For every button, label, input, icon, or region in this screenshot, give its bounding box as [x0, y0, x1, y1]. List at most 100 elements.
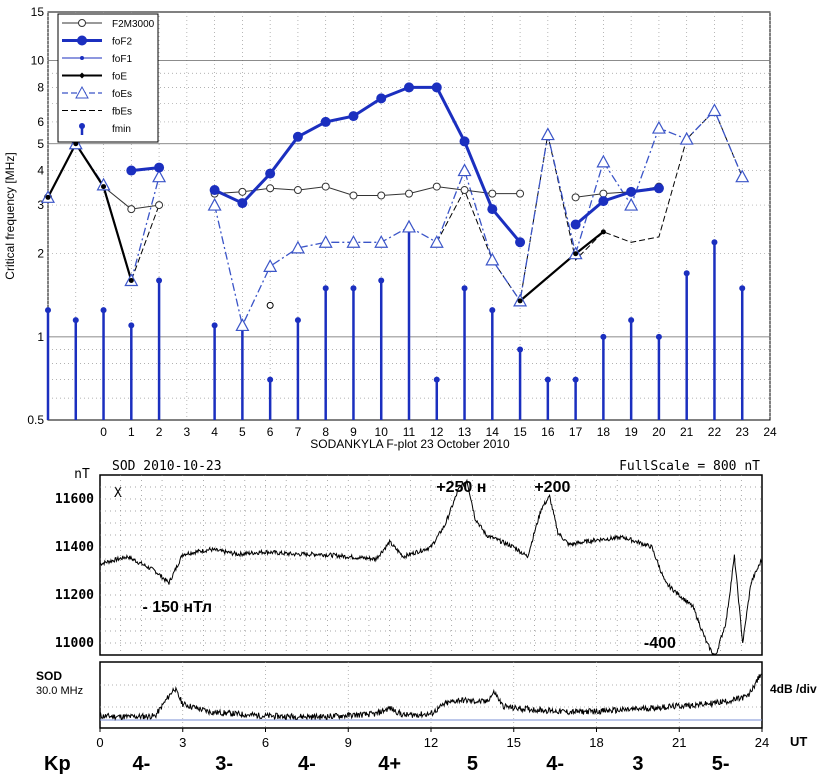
kp-label: Kp — [44, 753, 71, 775]
fmin-point — [156, 277, 163, 284]
fmin-point — [350, 285, 357, 292]
ut-axis: UT 0 3 6 9 12 15 18 21 24 — [96, 728, 807, 750]
ionosonde-x-tick: 8 — [322, 425, 329, 439]
magnetogram-component: X — [114, 486, 122, 501]
magnetogram-marks: +250 н +200 - 150 нТл -400 — [99, 478, 763, 655]
legend-label: foEs — [112, 89, 132, 100]
ut-tick-label: 18 — [589, 735, 603, 750]
ionosonde-legend: F2M3000 foF2 foF1 foE foEs fbEs fmin — [57, 13, 159, 143]
fmin-point — [711, 239, 718, 246]
foE-point — [600, 229, 606, 235]
kp-value: 3 — [632, 753, 643, 775]
ionosonde-x-tick: 16 — [541, 425, 555, 439]
fmin-point — [544, 376, 551, 383]
legend-marker — [75, 85, 89, 99]
ut-tick-label: 0 — [96, 735, 103, 750]
ut-axis-label: UT — [790, 734, 807, 749]
ionosonde-marks — [40, 82, 750, 420]
foEs-point — [263, 259, 278, 272]
foF2-point — [265, 168, 276, 179]
ionosonde-x-tick: 9 — [350, 425, 357, 439]
ut-tick-label: 21 — [672, 735, 686, 750]
kp-value: 4+ — [378, 753, 401, 775]
foE-point — [45, 194, 51, 200]
riometer-grid — [100, 662, 762, 728]
foE-point — [101, 184, 107, 190]
ionosonde-x-tick: 4 — [211, 425, 218, 439]
F2M3000-point — [405, 189, 413, 198]
magnetogram-y-tick: 11600 — [55, 492, 94, 507]
foEs-point — [485, 252, 500, 266]
foF2-point — [626, 186, 637, 197]
fmin-point — [128, 322, 135, 329]
legend-box — [57, 13, 159, 143]
fmin-point — [322, 285, 329, 292]
ut-tick-label: 6 — [262, 735, 269, 750]
riometer-trace — [99, 673, 762, 721]
legend-label: foF1 — [112, 54, 132, 65]
kp-value: 5- — [712, 753, 730, 775]
F2M3000-point — [349, 191, 358, 200]
ionosonde-y-tick: 4 — [37, 164, 44, 178]
legend-marker — [77, 35, 87, 46]
foF2-point — [653, 183, 664, 194]
foE-point — [128, 277, 134, 283]
ut-tick-label: 3 — [179, 735, 186, 750]
ionosonde-x-tick: 15 — [513, 425, 527, 439]
ionosonde-x-tick: 0 — [100, 425, 107, 439]
foEs-point — [540, 127, 555, 141]
foEs-point — [152, 169, 167, 183]
magnetogram-annotation: - 150 нТл — [142, 599, 212, 616]
foF2-point — [320, 116, 331, 127]
ionosonde-y-tick: 5 — [37, 137, 44, 151]
foF2-point — [348, 111, 359, 122]
foF2-point — [376, 93, 387, 104]
ut-tick-label: 9 — [345, 735, 352, 750]
F2M3000-point — [571, 193, 580, 202]
fbEs-line — [436, 109, 743, 303]
ionosonde-y-tick: 15 — [31, 5, 45, 19]
F2M3000-point — [599, 189, 608, 198]
legend-label: fbEs — [112, 107, 132, 118]
kp-value: 3- — [215, 753, 233, 775]
ionosonde-x-tick: 2 — [156, 425, 163, 439]
foF2-point — [209, 185, 220, 196]
ionosonde-y-tick: 6 — [37, 115, 44, 129]
magnetogram-annotation: -400 — [644, 635, 676, 652]
foEs-point — [374, 235, 389, 248]
foE-line — [47, 141, 133, 281]
kp-row: Kp 4- 3- 4- 4+ 5 4- 3 5- — [44, 753, 730, 775]
fmin-point — [378, 277, 385, 284]
foEs-point — [207, 197, 222, 211]
ionosonde-x-tick: 21 — [680, 425, 694, 439]
magnetogram-fullscale: FullScale = 800 nT — [619, 459, 760, 474]
riometer-marks — [99, 673, 762, 721]
foF2-point — [570, 219, 581, 230]
ionosonde-y-tick: 10 — [31, 54, 45, 68]
riometer-frequency: 30.0 MHz — [36, 685, 83, 697]
fmin-point — [489, 307, 496, 314]
ionosonde-x-tick: 24 — [763, 425, 777, 439]
foEs-point — [707, 103, 722, 117]
ionosonde-x-tick: 6 — [267, 425, 274, 439]
riometer-scale: 4dB /div — [770, 682, 817, 696]
foF2-point — [515, 237, 526, 248]
magnetogram-panel: SOD 2010-10-23 FullScale = 800 nT nT X 1… — [55, 459, 763, 656]
magnetogram-y-tick: 11200 — [55, 588, 94, 603]
fmin-point — [517, 346, 524, 353]
fmin-point — [100, 307, 107, 314]
legend-label: F2M3000 — [112, 19, 155, 30]
ionosonde-y-tick: 0.5 — [27, 413, 44, 427]
ionosonde-x-tick: 20 — [652, 425, 666, 439]
fmin-point — [461, 285, 468, 292]
foEs-point — [651, 120, 666, 134]
foEs-point — [596, 154, 611, 168]
ionosonde-x-tick: 22 — [708, 425, 722, 439]
fmin-point — [72, 317, 79, 324]
foEs-point — [401, 219, 417, 233]
fmin-point — [655, 333, 662, 340]
legend-label: foF2 — [112, 37, 132, 48]
F2M3000-point — [516, 189, 525, 198]
